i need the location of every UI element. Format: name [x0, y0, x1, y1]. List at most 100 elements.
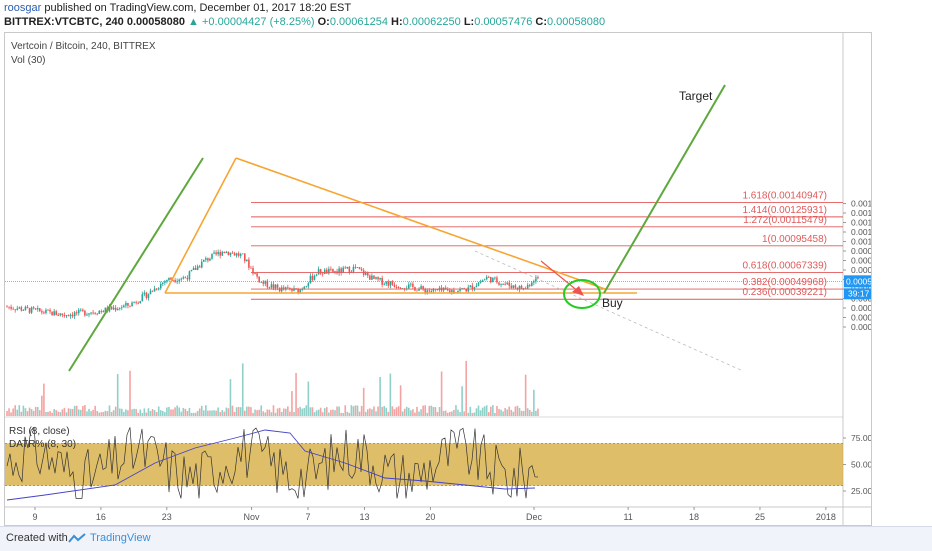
open-value: 0.00061254: [329, 16, 388, 28]
volume-bar: [139, 409, 142, 416]
volume-bar: [162, 410, 164, 416]
volume-bar: [389, 373, 392, 416]
candle-body: [55, 311, 57, 316]
candle-body: [90, 312, 92, 314]
volume-bar: [10, 412, 12, 416]
candle-body: [151, 290, 154, 292]
candle-body: [449, 290, 451, 293]
volume-bar: [385, 407, 388, 416]
volume-bar: [410, 410, 412, 416]
candle-body: [254, 273, 256, 274]
candle-body: [225, 251, 228, 253]
volume-bar: [371, 409, 373, 416]
volume-bar: [116, 374, 119, 416]
candle-body: [528, 284, 531, 286]
volume-bar: [403, 408, 406, 416]
candle-body: [250, 267, 252, 269]
volume-bar: [422, 405, 424, 416]
candle-body: [309, 275, 312, 284]
candle-body: [30, 307, 33, 313]
candle-body: [258, 276, 260, 283]
volume-bar: [522, 410, 525, 416]
volume-bar: [180, 411, 183, 416]
candle-body: [483, 279, 486, 281]
candle-body: [514, 285, 517, 288]
volume-bar: [282, 408, 285, 416]
volume-bar: [266, 409, 269, 416]
candle-body: [487, 276, 490, 278]
candle-body: [321, 273, 324, 275]
volume-bar: [348, 412, 351, 416]
volume-bar: [401, 411, 404, 416]
fib-level-label: 0.236(0.00039221): [742, 287, 827, 298]
candle-body: [36, 308, 39, 310]
candle-body: [412, 283, 414, 287]
candle-body: [268, 287, 271, 288]
volume-bar: [258, 409, 260, 416]
candle-body: [457, 290, 459, 293]
volume-bar: [231, 405, 234, 416]
candle-body: [205, 258, 207, 260]
symbol-label: BITTREX:VTCBTC, 240: [4, 16, 124, 28]
volume-bar: [516, 405, 519, 416]
volume-bar: [299, 406, 301, 416]
candle-body: [424, 288, 426, 293]
candle-body: [323, 269, 326, 274]
volume-bar: [467, 412, 470, 416]
time-tick-label: 20: [425, 512, 435, 522]
price-tick-label: 0.00080000: [851, 256, 871, 266]
volume-bar: [309, 407, 312, 416]
volume-bar: [225, 407, 228, 416]
volume-bar: [260, 405, 262, 416]
candle-body: [410, 283, 412, 285]
candle-body: [145, 292, 148, 298]
candle-body: [512, 285, 515, 288]
volume-bar: [47, 411, 49, 416]
candle-body: [84, 310, 86, 316]
volume-bar: [526, 408, 529, 416]
candle-body: [22, 310, 25, 311]
candle-body: [209, 258, 211, 261]
price-chart[interactable]: Vertcoin / Bitcoin, 240, BITTREX Vol (30)…: [5, 33, 871, 525]
candle-body: [502, 283, 504, 285]
volume-bar: [483, 406, 486, 416]
candle-body: [92, 312, 94, 314]
volume-bar: [430, 405, 433, 416]
candle-body: [453, 290, 455, 293]
price-tick-label: 0.00130000: [851, 208, 871, 218]
volume-bar: [18, 405, 21, 416]
candle-body: [61, 313, 64, 316]
candle-body: [430, 291, 433, 292]
volume-bar: [369, 408, 371, 416]
chart-panel[interactable]: Vertcoin / Bitcoin, 240, BITTREX Vol (30)…: [4, 32, 872, 526]
last-price-tag-bg: [844, 275, 871, 288]
volume-bar: [166, 407, 168, 416]
candle-body: [192, 267, 195, 271]
volume-bar: [49, 411, 51, 416]
fib-level-label: 1.272(0.00115479): [743, 215, 827, 226]
volume-bar: [356, 405, 359, 416]
volume-bar: [92, 409, 94, 416]
candle-body: [379, 277, 381, 280]
volume-bar: [475, 408, 478, 416]
candle-body: [260, 281, 262, 283]
volume-bar: [317, 409, 320, 416]
candle-body: [94, 312, 96, 314]
candle-body: [65, 315, 68, 317]
volume-bar: [174, 407, 176, 416]
volume-bar: [485, 405, 488, 416]
candle-body: [10, 306, 12, 309]
tradingview-brand[interactable]: TradingView: [90, 532, 151, 544]
close-label: C:: [535, 16, 547, 28]
volume-bar: [227, 408, 230, 416]
author-name[interactable]: roosgar: [4, 2, 42, 14]
volume-bar: [75, 405, 78, 416]
candle-body: [465, 288, 467, 292]
candle-body: [125, 302, 127, 306]
volume-bar: [159, 410, 162, 416]
candle-body: [393, 284, 396, 287]
candle-body: [18, 307, 21, 309]
volume-bar: [510, 409, 513, 416]
volume-bar: [354, 405, 357, 416]
volume-bar: [520, 410, 523, 416]
